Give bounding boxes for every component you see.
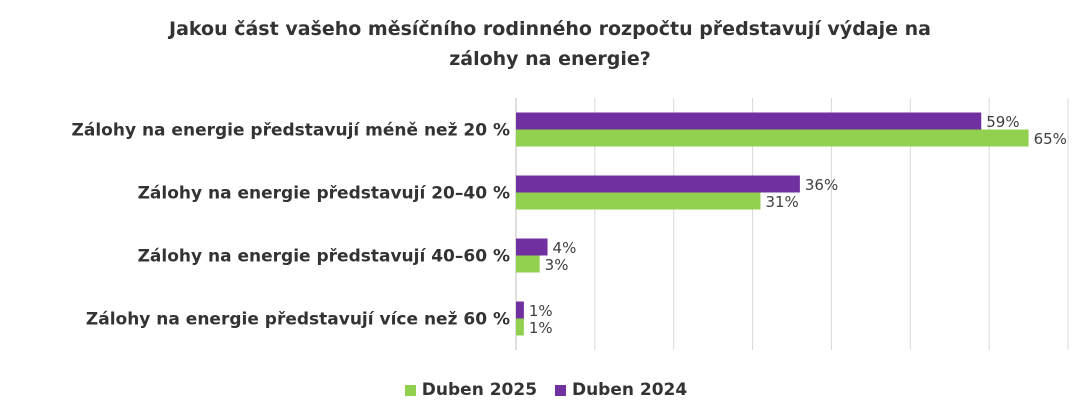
chart-title-line-2: zálohy na energie? (449, 48, 651, 70)
data-label: 36% (805, 176, 838, 194)
bar (516, 318, 524, 336)
bar (516, 129, 1029, 147)
chart-title: Jakou část vašeho měsíčního rodinného ro… (100, 14, 1000, 74)
chart-title-line-1: Jakou část vašeho měsíčního rodinného ro… (169, 18, 931, 40)
category-label: Zálohy na energie představují méně než 2… (72, 121, 510, 141)
data-label: 65% (1034, 130, 1067, 148)
legend-swatch-duben-2024 (554, 384, 566, 396)
data-label: 31% (765, 193, 798, 211)
bar (516, 238, 548, 256)
legend-item-duben-2024: Duben 2024 (554, 380, 688, 400)
data-label: 4% (553, 239, 577, 257)
legend-swatch-duben-2025 (404, 384, 416, 396)
data-label: 3% (545, 256, 569, 274)
bar (516, 175, 800, 193)
bar (516, 112, 982, 130)
legend-label-duben-2025: Duben 2025 (421, 380, 538, 400)
bar (516, 192, 761, 210)
category-label: Zálohy na energie představují 40–60 % (138, 247, 510, 267)
data-label: 1% (529, 319, 553, 337)
category-label: Zálohy na energie představují 20–40 % (138, 184, 510, 204)
bar (516, 255, 540, 273)
data-label: 1% (529, 302, 553, 320)
legend-item-duben-2025: Duben 2025 (404, 380, 538, 400)
legend: Duben 2025 Duben 2024 (0, 380, 1092, 401)
category-label: Zálohy na energie představují více než 6… (86, 310, 510, 330)
legend-label-duben-2024: Duben 2024 (571, 380, 688, 400)
data-label: 59% (986, 113, 1019, 131)
bar (516, 301, 524, 319)
